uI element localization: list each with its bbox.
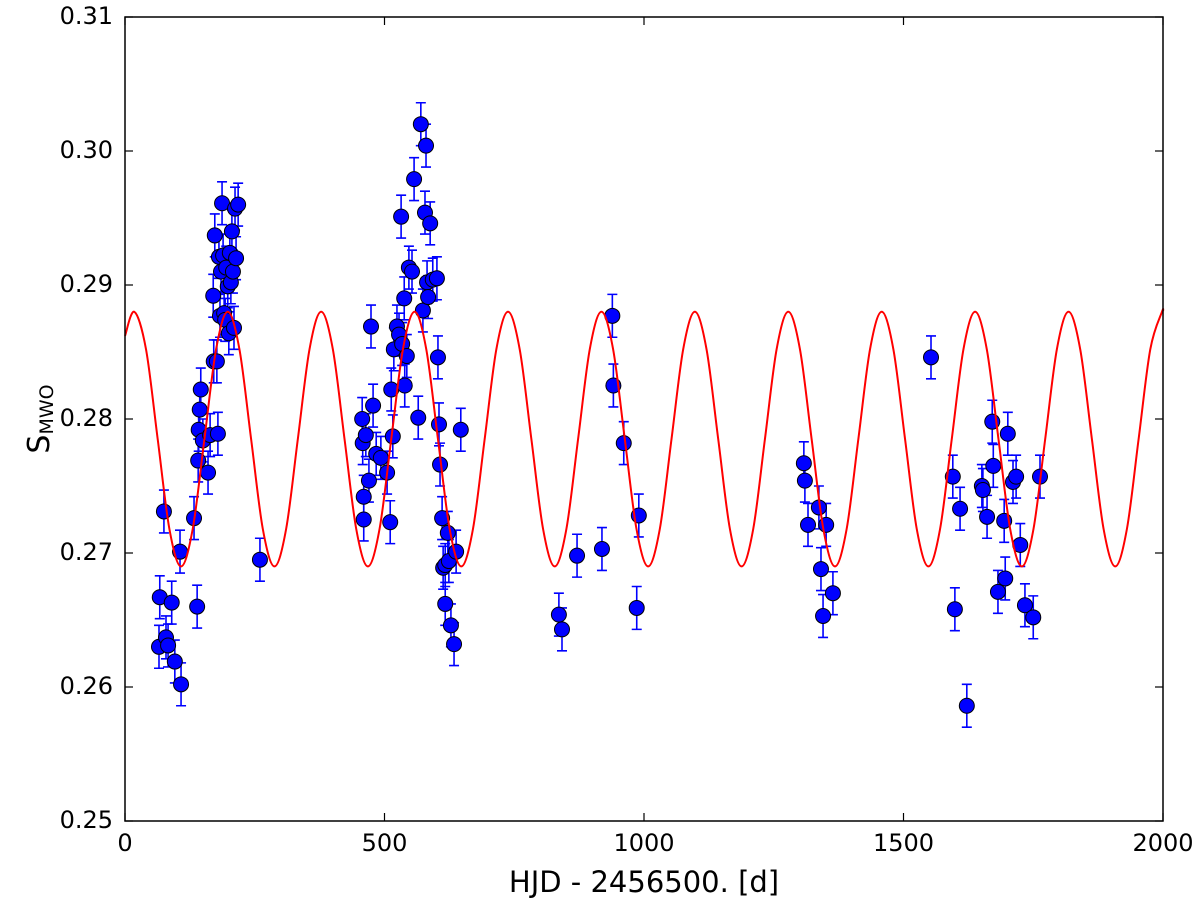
data-point: [228, 250, 245, 267]
y-tick-label: 0.26: [60, 672, 113, 700]
data-point: [208, 353, 225, 370]
y-axis-label: SMWO: [22, 384, 58, 453]
data-point: [979, 508, 996, 525]
data-point: [404, 263, 421, 280]
data-point: [396, 290, 413, 307]
data-point: [206, 227, 223, 244]
data-point: [230, 196, 247, 213]
data-point: [406, 171, 423, 188]
data-point: [815, 607, 832, 624]
model-curve: [124, 308, 1165, 568]
data-point: [251, 551, 268, 568]
y-tick-label: 0.30: [60, 136, 113, 164]
y-tick-label: 0.28: [60, 404, 113, 432]
data-point: [1025, 609, 1042, 626]
data-point: [418, 137, 435, 154]
data-point: [553, 621, 570, 638]
data-point: [999, 425, 1016, 442]
data-point: [412, 116, 429, 133]
data-point: [946, 601, 963, 618]
data-point: [209, 425, 226, 442]
y-tick-label: 0.29: [60, 270, 113, 298]
data-point: [200, 464, 217, 481]
data-point: [796, 472, 813, 489]
data-point: [985, 457, 1002, 474]
data-point: [372, 449, 389, 466]
y-tick-label: 0.31: [60, 2, 113, 30]
y-label-sub: MWO: [36, 384, 58, 434]
data-point: [550, 606, 567, 623]
data-point: [205, 287, 222, 304]
data-point: [357, 427, 374, 444]
data-point: [355, 511, 372, 528]
data-point: [166, 653, 183, 670]
data-point: [429, 349, 446, 366]
data-point: [944, 468, 961, 485]
data-point: [223, 223, 240, 240]
data-point: [191, 401, 208, 418]
y-tick-label: 0.25: [60, 806, 113, 834]
data-point: [452, 421, 469, 438]
data-point: [360, 472, 377, 489]
data-point: [363, 318, 380, 335]
data-point: [1008, 468, 1025, 485]
data-point: [446, 636, 463, 653]
data-point: [923, 349, 940, 366]
data-point: [1016, 597, 1033, 614]
x-tick-label: 0: [117, 829, 132, 857]
y-tick-label: 0.27: [60, 538, 113, 566]
data-point: [160, 637, 177, 654]
data-point: [365, 397, 382, 414]
data-point: [974, 482, 991, 499]
data-point: [430, 416, 447, 433]
data-point: [224, 263, 241, 280]
data-point: [192, 381, 209, 398]
data-point: [812, 561, 829, 578]
data-point: [190, 452, 207, 469]
data-point: [593, 540, 610, 557]
data-point: [396, 377, 413, 394]
data-point: [997, 570, 1014, 587]
data-point: [189, 598, 206, 615]
x-tick-label: 2000: [1132, 829, 1193, 857]
data-point: [155, 503, 172, 520]
data-point: [628, 599, 645, 616]
data-point: [800, 516, 817, 533]
data-point: [958, 697, 975, 714]
data-point: [434, 510, 451, 527]
data-point: [439, 524, 456, 541]
data-point: [163, 594, 180, 611]
x-tick-label: 1500: [873, 829, 934, 857]
y-label-main: S: [22, 435, 57, 454]
data-point: [795, 455, 812, 472]
data-point: [410, 409, 427, 426]
data-point: [422, 215, 439, 232]
x-tick-label: 500: [362, 829, 408, 857]
data-point: [173, 676, 190, 693]
data-point: [382, 514, 399, 531]
data-point: [420, 289, 437, 306]
x-axis-label: HJD - 2456500. [d]: [509, 865, 779, 899]
data-point: [354, 411, 371, 427]
data-point: [355, 488, 372, 505]
data-point: [569, 547, 586, 564]
data-point: [824, 585, 841, 602]
data-point: [393, 208, 410, 225]
data-point: [437, 595, 454, 612]
data-point: [428, 270, 445, 287]
data-point: [442, 617, 459, 634]
data-point: [952, 500, 969, 517]
data-point: [989, 583, 1006, 600]
plot-frame: [124, 16, 1164, 822]
x-tick-label: 1000: [613, 829, 674, 857]
